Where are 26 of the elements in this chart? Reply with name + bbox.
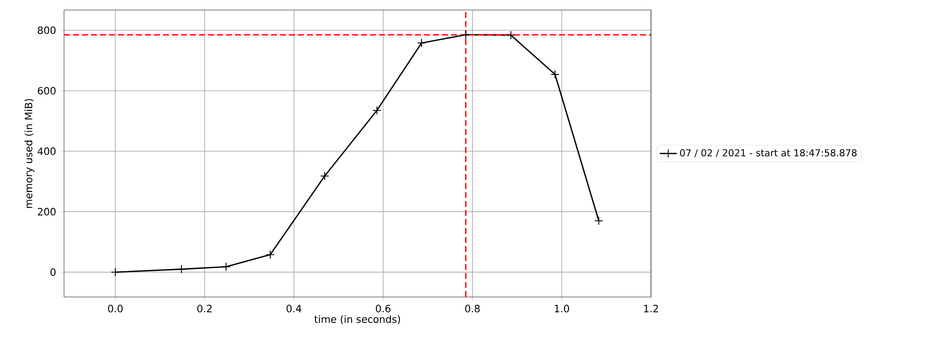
point <box>320 172 330 180</box>
y-tick-label: 0 <box>50 268 56 276</box>
point <box>176 264 186 274</box>
point <box>417 38 426 48</box>
point <box>594 216 604 226</box>
point <box>550 70 560 79</box>
y-axis-title: memory used (in MiB) <box>24 99 34 208</box>
legend-label: 07 / 02 / 2021 - start at 18:47:58.878 <box>680 149 857 158</box>
point <box>110 268 120 277</box>
point <box>461 30 470 40</box>
x-tick-label: 0.0 <box>108 304 123 312</box>
y-tick-label: 800 <box>38 26 56 34</box>
point <box>372 106 382 115</box>
y-tick-label: 600 <box>38 86 56 95</box>
y-tick-label: 400 <box>38 147 56 155</box>
point <box>222 262 230 272</box>
x-tick-label: 0.6 <box>376 304 390 312</box>
point <box>506 30 516 40</box>
y-tick-label: 200 <box>38 208 56 216</box>
x-tick-label: 1.2 <box>644 304 658 312</box>
x-axis-title: time (in seconds) <box>314 315 400 324</box>
point <box>266 250 275 260</box>
x-tick-label: 0.2 <box>197 304 212 312</box>
x-tick-label: 1.0 <box>554 304 570 312</box>
x-tick-label: 0.8 <box>465 304 480 312</box>
x-tick-label: 0.4 <box>286 304 302 312</box>
